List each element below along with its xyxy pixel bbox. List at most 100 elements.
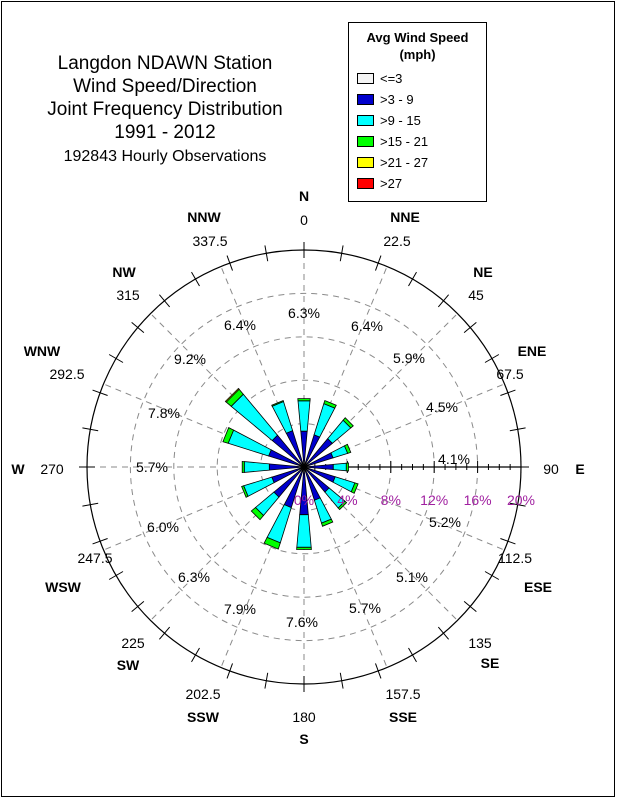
petal-segment [297, 398, 311, 402]
petal-segment [297, 400, 311, 432]
direction-percent-label: 5.9% [393, 350, 425, 366]
compass-label: NW [112, 264, 136, 280]
outer-tick [158, 294, 171, 308]
legend-label: >15 - 21 [380, 133, 429, 149]
outer-tick [484, 354, 500, 363]
outer-tick [339, 672, 344, 689]
direction-degree-label: 45 [468, 287, 484, 303]
outer-tick [92, 389, 108, 396]
outer-tick [408, 647, 417, 663]
radial-tick-label: 16% [464, 492, 492, 508]
compass-label: S [299, 731, 308, 747]
legend-swatch [357, 156, 374, 168]
legend-item: >15 - 21 [357, 132, 428, 150]
compass-label: WNW [24, 343, 61, 359]
outer-tick [264, 245, 269, 262]
direction-percent-label: 7.8% [148, 405, 180, 421]
outer-tick [375, 255, 382, 271]
direction-degree-label: 90 [543, 461, 559, 477]
petal-segment [224, 387, 240, 403]
direction-degree-label: 0 [300, 212, 308, 228]
outer-tick [264, 672, 269, 689]
legend-item: >9 - 15 [357, 111, 421, 129]
outer-tick [437, 626, 450, 640]
direction-percent-label: 9.2% [174, 351, 206, 367]
chart-subtitle: 192843 Hourly Observations [63, 148, 267, 165]
legend-label: >3 - 9 [380, 91, 414, 107]
direction-percent-label: 6.4% [224, 317, 256, 333]
legend-swatch [357, 114, 374, 126]
outer-tick [484, 571, 500, 580]
legend-swatch [357, 177, 374, 189]
compass-label: SE [481, 655, 500, 671]
legend-item: >27 [357, 174, 402, 192]
direction-percent-label: 5.2% [429, 514, 461, 530]
direction-percent-label: 5.7% [136, 459, 168, 475]
petal-segment [266, 504, 292, 544]
petal-segment [241, 485, 249, 498]
petal-segment [222, 427, 235, 444]
petal-segment [243, 476, 275, 497]
outer-tick [226, 663, 233, 679]
outer-tick [463, 600, 477, 613]
direction-degree-label: 225 [121, 635, 145, 651]
compass-label: SSW [187, 709, 220, 725]
outer-tick [437, 294, 450, 308]
petal-segment [313, 403, 336, 438]
direction-degree-label: 337.5 [192, 233, 227, 249]
direction-degree-label: 67.5 [496, 366, 523, 382]
direction-degree-label: 135 [468, 635, 492, 651]
direction-degree-label: 180 [292, 709, 316, 725]
center-hub [301, 464, 307, 470]
petal-segment [296, 546, 312, 550]
radial-tick-label: 20% [507, 492, 535, 508]
legend-swatch [357, 135, 374, 147]
compass-label: N [299, 188, 309, 204]
petal-segment [332, 462, 347, 472]
petal-segment [332, 476, 356, 493]
outer-tick [131, 600, 145, 613]
outer-tick [500, 389, 516, 396]
outer-tick [108, 354, 124, 363]
outer-tick [509, 502, 526, 507]
direction-degree-label: 112.5 [498, 550, 532, 566]
direction-degree-label: 292.5 [49, 366, 84, 382]
legend-item: >3 - 9 [357, 90, 414, 108]
compass-label: NNE [390, 209, 420, 225]
legend-label: <=3 [380, 70, 403, 86]
petal-segment [323, 399, 337, 409]
petal-segment [345, 462, 349, 472]
direction-percent-label: 6.0% [147, 519, 179, 535]
petal-segment [241, 460, 245, 474]
radial-tick-label: 4% [337, 492, 357, 508]
compass-label: W [11, 461, 25, 477]
petal-segment [243, 461, 270, 473]
petal-segment [350, 482, 359, 494]
outer-tick [158, 626, 171, 640]
outer-tick [408, 271, 417, 287]
outer-tick [82, 427, 99, 432]
outer-tick [82, 502, 99, 507]
direction-percent-label: 7.6% [286, 614, 318, 630]
direction-percent-label: 4.5% [426, 399, 458, 415]
compass-label: SSE [389, 709, 417, 725]
direction-degree-label: 247.5 [77, 550, 112, 566]
direction-degree-label: 22.5 [383, 233, 410, 249]
compass-label: WSW [45, 579, 82, 595]
legend-title: Avg Wind Speed (mph) [349, 29, 486, 63]
petal-segment [263, 536, 281, 550]
direction-percent-label: 7.9% [224, 601, 256, 617]
direction-percent-label: 6.4% [351, 318, 383, 334]
chart-title-line3: Joint Frequency Distribution [47, 99, 283, 120]
outer-tick [191, 271, 200, 287]
petal-segment [271, 400, 294, 434]
chart-title-line4: 1991 - 2012 [114, 122, 216, 143]
compass-label: E [575, 461, 584, 477]
outer-tick [463, 321, 477, 334]
compass-label: NNW [187, 209, 221, 225]
direction-degree-label: 315 [116, 287, 140, 303]
outer-tick [131, 321, 145, 334]
